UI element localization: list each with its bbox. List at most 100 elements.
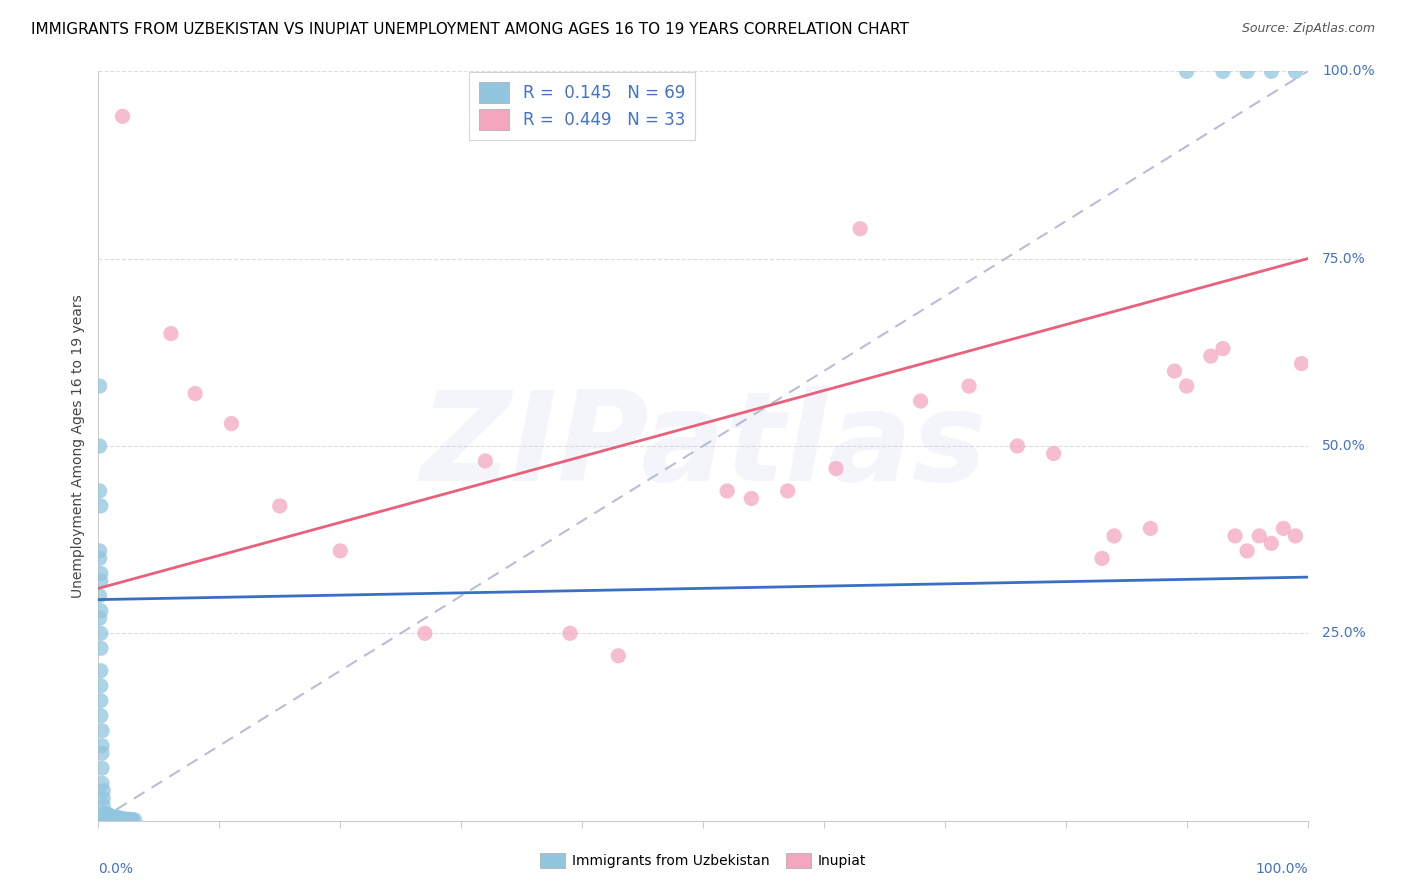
Point <box>90 708 112 723</box>
Point <box>114 812 136 826</box>
Point <box>90 664 112 678</box>
Point <box>89 439 111 453</box>
Point <box>96 811 118 825</box>
Text: 50.0%: 50.0% <box>1322 439 1365 453</box>
Point <box>91 746 114 760</box>
Point <box>108 812 131 826</box>
Text: 0.0%: 0.0% <box>98 862 134 876</box>
Point <box>111 812 134 826</box>
Point <box>91 810 114 824</box>
Point <box>89 551 111 566</box>
Point <box>1007 439 1029 453</box>
Point <box>89 589 111 603</box>
Text: IMMIGRANTS FROM UZBEKISTAN VS INUPIAT UNEMPLOYMENT AMONG AGES 16 TO 19 YEARS COR: IMMIGRANTS FROM UZBEKISTAN VS INUPIAT UN… <box>31 22 908 37</box>
Point <box>1260 536 1282 550</box>
Point <box>89 483 111 498</box>
Point <box>96 806 118 821</box>
Point <box>90 641 112 656</box>
Point <box>103 811 125 825</box>
Point <box>1042 446 1064 460</box>
Point <box>1236 544 1258 558</box>
Point <box>91 798 114 813</box>
Point <box>1284 64 1306 78</box>
Point <box>329 544 352 558</box>
Point <box>105 810 128 824</box>
Point <box>160 326 183 341</box>
Point <box>91 723 114 738</box>
Point <box>93 807 115 822</box>
Point <box>558 626 581 640</box>
Point <box>740 491 762 506</box>
Point <box>117 812 139 826</box>
Point <box>1260 64 1282 78</box>
Point <box>1102 529 1125 543</box>
Point <box>91 806 114 821</box>
Text: 25.0%: 25.0% <box>1322 626 1365 640</box>
Point <box>474 454 496 468</box>
Point <box>269 499 291 513</box>
Point <box>107 811 129 825</box>
Point <box>105 812 128 826</box>
Point <box>121 813 143 827</box>
Point <box>100 811 122 825</box>
Point <box>90 604 112 618</box>
Text: 75.0%: 75.0% <box>1322 252 1365 266</box>
Point <box>120 813 142 827</box>
Point <box>89 544 111 558</box>
Point <box>91 776 114 790</box>
Point <box>96 809 118 823</box>
Point <box>104 811 127 825</box>
Text: 100.0%: 100.0% <box>1322 64 1375 78</box>
Point <box>93 809 115 823</box>
Point <box>1291 357 1313 371</box>
Point <box>1139 521 1161 535</box>
Point <box>90 626 112 640</box>
Point <box>115 813 138 827</box>
Point <box>1249 529 1271 543</box>
Text: 100.0%: 100.0% <box>1256 862 1308 876</box>
Point <box>124 813 146 827</box>
Point <box>1163 364 1185 378</box>
Point <box>90 499 112 513</box>
Point <box>910 394 932 409</box>
Point <box>1091 551 1114 566</box>
Point <box>1236 64 1258 78</box>
Point <box>1223 529 1246 543</box>
Point <box>100 810 122 824</box>
Point <box>90 574 112 588</box>
Point <box>90 679 112 693</box>
Point <box>118 813 141 827</box>
Point <box>776 483 799 498</box>
Legend: Immigrants from Uzbekistan, Inupiat: Immigrants from Uzbekistan, Inupiat <box>534 847 872 873</box>
Point <box>112 812 135 826</box>
Point <box>91 783 114 797</box>
Point <box>98 808 121 822</box>
Point <box>1272 521 1295 535</box>
Point <box>97 811 120 825</box>
Point <box>93 811 115 825</box>
Point <box>184 386 207 401</box>
Point <box>97 807 120 822</box>
Point <box>90 694 112 708</box>
Text: Source: ZipAtlas.com: Source: ZipAtlas.com <box>1241 22 1375 36</box>
Point <box>91 739 114 753</box>
Y-axis label: Unemployment Among Ages 16 to 19 years: Unemployment Among Ages 16 to 19 years <box>72 294 86 598</box>
Point <box>1199 349 1222 363</box>
Point <box>957 379 980 393</box>
Point <box>93 812 115 826</box>
Point <box>1284 529 1306 543</box>
Point <box>1212 64 1234 78</box>
Point <box>90 566 112 581</box>
Point <box>1175 379 1198 393</box>
Point <box>101 811 124 825</box>
Point <box>607 648 630 663</box>
Point <box>118 813 141 827</box>
Point <box>100 809 122 823</box>
Point <box>825 461 848 475</box>
Point <box>89 611 111 625</box>
Point <box>91 791 114 805</box>
Point <box>111 109 134 123</box>
Point <box>221 417 243 431</box>
Point <box>1175 64 1198 78</box>
Point <box>91 761 114 775</box>
